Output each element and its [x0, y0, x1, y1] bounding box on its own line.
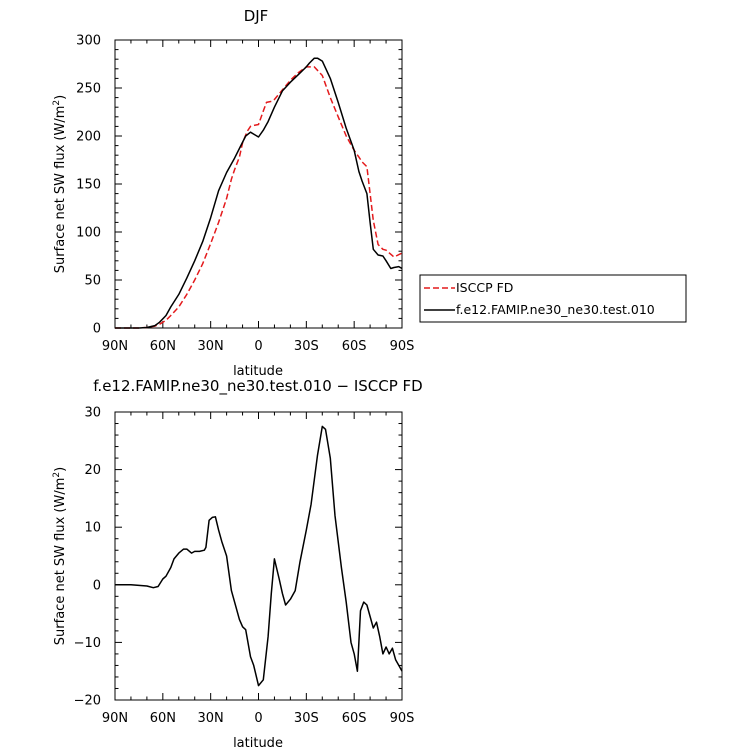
top-chart-title: DJF [244, 7, 269, 25]
legend-label-isccp: ISCCP FD [456, 280, 513, 295]
bottom-y-axis-label: Surface net SW flux (W/m2) [52, 467, 68, 645]
top-plot-frame [114, 39, 403, 329]
bottom-y-tick-label: 20 [84, 463, 101, 478]
bottom-x-tick-label: 90S [390, 711, 415, 726]
bottom-y-tick-label: −20 [74, 694, 101, 709]
bottom-y-tick-label: 30 [84, 406, 101, 421]
legend: ISCCP FD f.e12.FAMIP.ne30_ne30.test.010 [419, 274, 687, 323]
top-x-tick-label: 0 [254, 339, 262, 354]
bottom-x-tick-label: 30N [198, 711, 224, 726]
top-y-tick-label: 100 [76, 226, 101, 241]
top-x-tick-label: 30S [294, 339, 319, 354]
bottom-x-tick-label: 90N [102, 711, 128, 726]
top-x-axis-label: latitude [233, 364, 283, 379]
top-y-tick-label: 0 [93, 322, 101, 337]
top-y-axis-label: Surface net SW flux (W/m2) [52, 95, 68, 273]
top-series-line-isccp-fd [115, 66, 403, 329]
bottom-plot-frame [114, 411, 403, 701]
bottom-x-tick-label: 30S [294, 711, 319, 726]
bottom-x-tick-label: 60N [150, 711, 176, 726]
top-y-tick-label: 200 [76, 130, 101, 145]
top-panel: DJF 90N 60N 30N 0 30S 60S 90S 0 50 100 150 200 250 30… [52, 7, 687, 379]
bottom-x-tick-label: 60S [342, 711, 367, 726]
top-x-tick-label: 60N [150, 339, 176, 354]
top-y-tick-label: 300 [76, 34, 101, 49]
top-x-tick-label: 90S [390, 339, 415, 354]
bottom-y-tick-label: 0 [93, 578, 101, 593]
top-y-tick-label: 150 [76, 178, 101, 193]
top-x-tick-label: 90N [102, 339, 128, 354]
bottom-x-axis-label: latitude [233, 736, 283, 751]
top-y-tick-label: 50 [84, 274, 101, 289]
bottom-y-tick-label: 10 [84, 521, 101, 536]
bottom-chart-title: f.e12.FAMIP.ne30_ne30.test.010 − ISCCP F… [93, 377, 423, 396]
top-y-tick-label: 250 [76, 82, 101, 97]
bottom-y-tick-label: −10 [74, 636, 101, 651]
top-series-line-f-e12-famip-ne30-ne30-test-010 [115, 57, 403, 329]
legend-box [419, 274, 687, 323]
bottom-x-tick-label: 0 [254, 711, 262, 726]
legend-label-model: f.e12.FAMIP.ne30_ne30.test.010 [456, 302, 655, 317]
bottom-series-line-difference [115, 425, 403, 687]
top-x-tick-label: 30N [198, 339, 224, 354]
top-x-tick-label: 60S [342, 339, 367, 354]
bottom-panel: f.e12.FAMIP.ne30_ne30.test.010 − ISCCP F… [52, 377, 423, 751]
